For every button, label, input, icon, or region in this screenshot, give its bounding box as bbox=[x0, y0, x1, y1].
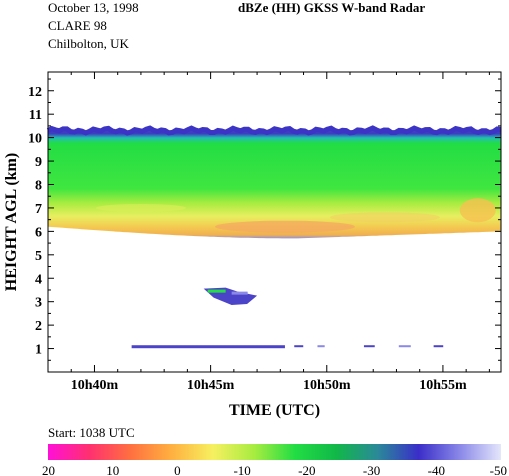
ground-echo-fragment bbox=[363, 345, 375, 348]
x-tick-label: 10h55m bbox=[419, 378, 467, 393]
y-tick-label: 9 bbox=[35, 155, 42, 170]
colorbar: 20 10 0 -10 -20 -30 -40 -50 bbox=[42, 444, 507, 476]
virga-fringe bbox=[231, 291, 248, 295]
y-tick-label: 12 bbox=[28, 85, 42, 100]
cloud-core-yellow bbox=[329, 212, 440, 223]
y-tick-label: 5 bbox=[35, 249, 42, 264]
cloud-top-band bbox=[46, 125, 502, 136]
colorbar-label: -10 bbox=[233, 463, 250, 476]
ground-echo-fragment bbox=[294, 345, 304, 348]
y-tick-label: 3 bbox=[35, 296, 42, 311]
campaign-label: CLARE 98 bbox=[48, 18, 107, 33]
y-tick-label: 11 bbox=[29, 108, 42, 123]
cloud-streak bbox=[95, 203, 186, 212]
y-tick-label: 4 bbox=[35, 272, 42, 287]
plot-area bbox=[46, 125, 502, 349]
y-tick-label: 10 bbox=[28, 132, 42, 147]
virga-core bbox=[207, 289, 226, 293]
y-tick-label: 8 bbox=[35, 179, 42, 194]
x-tick-label: 10h40m bbox=[71, 378, 119, 393]
x-axis-title: TIME (UTC) bbox=[229, 402, 320, 419]
start-time-label: Start: 1038 UTC bbox=[48, 425, 135, 440]
ground-echo-fragment bbox=[398, 345, 411, 348]
ground-echo-fragment bbox=[433, 345, 444, 348]
site-label: Chilbolton, UK bbox=[48, 36, 129, 51]
colorbar-label: 0 bbox=[174, 463, 181, 476]
colorbar-label: 10 bbox=[106, 463, 119, 476]
colorbar-label: -40 bbox=[428, 463, 445, 476]
chart-title: dBZe (HH) GKSS W-band Radar bbox=[238, 0, 426, 15]
plot-frame bbox=[47, 71, 502, 373]
y-tick-label: 7 bbox=[35, 202, 42, 217]
x-tick-label: 10h50m bbox=[303, 378, 351, 393]
date-label: October 13, 1998 bbox=[48, 0, 139, 15]
y-tick-label: 2 bbox=[35, 319, 42, 334]
ground-echo bbox=[131, 345, 285, 349]
y-axis-title: HEIGHT AGL (km) bbox=[3, 153, 20, 291]
cloud-edge-warm bbox=[459, 198, 496, 223]
colorbar-label: -50 bbox=[490, 463, 507, 476]
colorbar-strip bbox=[48, 444, 501, 460]
colorbar-label: 20 bbox=[42, 463, 55, 476]
colorbar-label: -20 bbox=[298, 463, 315, 476]
colorbar-label: -30 bbox=[363, 463, 380, 476]
cloud-core-warm bbox=[214, 220, 355, 233]
y-tick-label: 6 bbox=[35, 225, 42, 240]
x-tick-label: 10h45m bbox=[187, 378, 235, 393]
y-tick-label: 1 bbox=[35, 343, 42, 358]
ground-echo-fragment bbox=[317, 345, 325, 348]
